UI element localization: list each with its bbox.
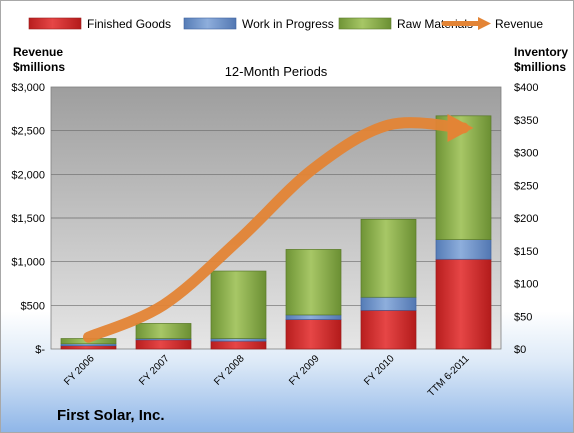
- bar-finished-goods: [135, 339, 192, 350]
- right-tick-label: $250: [514, 180, 538, 192]
- left-tick-label: $500: [21, 300, 45, 312]
- legend-revenue-arrow-icon: [441, 17, 491, 30]
- legend-swatch-raw-materials: [338, 17, 392, 30]
- category-labels: FY 2006 FY 2007 FY 2008 FY 2009 FY 2010 TTM 6…: [62, 353, 472, 399]
- right-axis-title-line2: $millions: [514, 60, 566, 74]
- left-tick-label: $2,000: [11, 169, 45, 181]
- gridlines: [51, 130, 501, 306]
- left-axis-title-line1: Revenue: [13, 45, 63, 59]
- category-label: FY 2010: [362, 353, 397, 388]
- bar-work-in-progress: [360, 296, 417, 311]
- bar-raw-materials: [360, 218, 417, 298]
- bar-raw-materials: [435, 115, 492, 240]
- bar-stack-group: [60, 115, 492, 350]
- legend-swatch-finished-goods: [28, 17, 82, 30]
- bar-work-in-progress: [210, 338, 267, 342]
- revenue-arrow: [83, 114, 474, 343]
- right-tick-label: $300: [514, 148, 538, 160]
- chart-subtitle: 12-Month Periods: [225, 64, 328, 79]
- legend-swatch-work-in-progress: [183, 17, 237, 30]
- bar-finished-goods: [285, 319, 342, 350]
- legend-label-work-in-progress: Work in Progress: [242, 17, 334, 31]
- bar-work-in-progress: [285, 314, 342, 320]
- bar-work-in-progress: [435, 239, 492, 260]
- left-tick-label: $1,500: [11, 213, 45, 225]
- bar-finished-goods: [210, 340, 267, 350]
- revenue-arrowhead: [447, 114, 474, 143]
- bar-raw-materials: [210, 270, 267, 339]
- category-label: FY 2007: [137, 353, 172, 388]
- right-tick-label: $150: [514, 246, 538, 258]
- right-axis-ticks: $0 $50 $100 $150 $200 $250 $300 $350 $400: [514, 82, 538, 356]
- left-axis-title-line2: $millions: [13, 60, 65, 74]
- bar-finished-goods: [360, 310, 417, 350]
- category-label: FY 2006: [62, 353, 97, 388]
- right-axis-title-line1: Inventory: [514, 45, 568, 59]
- right-tick-label: $350: [514, 115, 538, 127]
- company-name: First Solar, Inc.: [57, 407, 165, 424]
- left-tick-label: $2,500: [11, 126, 45, 138]
- category-label: FY 2008: [212, 353, 247, 388]
- left-tick-label: $3,000: [11, 82, 45, 94]
- category-label: FY 2009: [287, 353, 322, 388]
- category-label: TTM 6-2011: [426, 353, 472, 399]
- right-tick-label: $400: [514, 82, 538, 94]
- legend-label-raw-materials: Raw Materials: [397, 17, 473, 31]
- left-axis-ticks: $- $500 $1,000 $1,500 $2,000 $2,500 $3,000: [11, 82, 45, 356]
- left-tick-label: $-: [35, 344, 45, 356]
- bar-raw-materials: [285, 249, 342, 316]
- right-tick-label: $200: [514, 213, 538, 225]
- left-tick-label: $1,000: [11, 257, 45, 269]
- legend: Finished Goods Work in Progress Raw Mate…: [28, 17, 543, 31]
- legend-label-finished-goods: Finished Goods: [87, 17, 171, 31]
- right-tick-label: $100: [514, 279, 538, 291]
- right-tick-label: $50: [514, 311, 532, 323]
- bar-finished-goods: [435, 258, 492, 350]
- bar-finished-goods: [60, 345, 117, 350]
- right-tick-label: $0: [514, 344, 526, 356]
- legend-label-revenue: Revenue: [495, 17, 543, 31]
- bar-raw-materials: [135, 323, 192, 339]
